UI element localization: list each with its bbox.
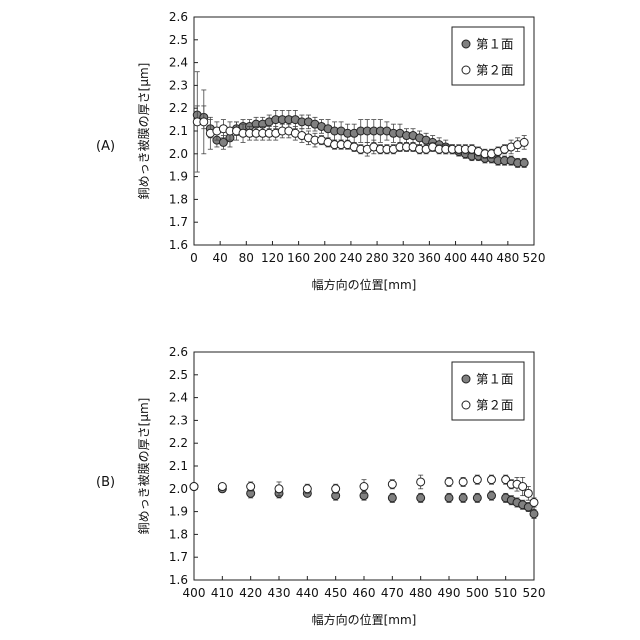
y-tick-label: 2.1 — [169, 459, 188, 473]
data-point — [360, 483, 368, 491]
series-2 — [190, 475, 538, 507]
y-tick-label: 1.9 — [169, 505, 188, 519]
data-point — [417, 478, 425, 486]
data-point — [190, 483, 198, 491]
data-point — [519, 483, 527, 491]
data-point — [275, 485, 283, 493]
panel-label: (A) — [96, 139, 115, 154]
data-point — [488, 492, 496, 500]
x-tick-label: 320 — [392, 251, 415, 265]
legend: 第１面第２面 — [452, 27, 524, 85]
data-point — [473, 476, 481, 484]
legend-marker — [462, 40, 470, 48]
x-tick-label: 360 — [418, 251, 441, 265]
x-tick-label: 470 — [381, 586, 404, 600]
legend-marker — [462, 66, 470, 74]
x-tick-label: 240 — [339, 251, 362, 265]
x-tick-label: 280 — [366, 251, 389, 265]
y-axis-title: 銅めっき被膜の厚さ[μm] — [137, 63, 151, 200]
data-point — [445, 494, 453, 502]
data-point — [530, 510, 538, 518]
legend-label: 第２面 — [476, 63, 514, 78]
data-point — [488, 476, 496, 484]
legend-marker — [462, 401, 470, 409]
x-tick-label: 480 — [409, 586, 432, 600]
y-tick-label: 2.3 — [169, 413, 188, 427]
x-tick-label: 0 — [190, 251, 198, 265]
legend-label: 第２面 — [476, 398, 514, 413]
data-point — [200, 118, 208, 126]
x-tick-label: 460 — [353, 586, 376, 600]
x-tick-label: 410 — [211, 586, 234, 600]
x-tick-label: 40 — [213, 251, 228, 265]
y-tick-label: 2.0 — [169, 147, 188, 161]
data-point — [459, 478, 467, 486]
y-tick-label: 1.6 — [169, 238, 188, 252]
legend: 第１面第２面 — [452, 362, 524, 420]
x-axis-title: 幅方向の位置[mm] — [312, 277, 417, 292]
panel-label: (B) — [96, 475, 115, 490]
y-tick-label: 2.5 — [169, 33, 188, 47]
y-tick-label: 1.8 — [169, 527, 188, 541]
legend-label: 第１面 — [476, 37, 514, 52]
y-tick-label: 1.8 — [169, 192, 188, 206]
y-tick-label: 2.3 — [169, 78, 188, 92]
x-tick-label: 440 — [296, 586, 319, 600]
y-tick-label: 2.5 — [169, 368, 188, 382]
x-tick-label: 80 — [239, 251, 254, 265]
y-tick-label: 2.4 — [169, 391, 188, 405]
x-tick-label: 400 — [444, 251, 467, 265]
legend-marker — [462, 375, 470, 383]
data-point — [530, 498, 538, 506]
chart-panel-1: 1.6 1.7 1.8 1.9 2.0 2.1 2.2 2.3 2.4 2.5 2.6 0 40 80 12… — [96, 10, 545, 292]
y-tick-label: 1.9 — [169, 170, 188, 184]
data-point — [445, 478, 453, 486]
x-tick-label: 400 — [183, 586, 206, 600]
y-tick-label: 1.7 — [169, 215, 188, 229]
data-point — [473, 494, 481, 502]
y-tick-label: 2.2 — [169, 101, 188, 115]
data-point — [332, 485, 340, 493]
x-tick-label: 200 — [313, 251, 336, 265]
legend-label: 第１面 — [476, 372, 514, 387]
data-point — [417, 494, 425, 502]
x-tick-label: 520 — [523, 586, 546, 600]
y-tick-label: 2.6 — [169, 345, 188, 359]
y-tick-label: 2.4 — [169, 56, 188, 70]
x-tick-label: 520 — [523, 251, 546, 265]
x-tick-label: 420 — [239, 586, 262, 600]
x-tick-label: 510 — [494, 586, 517, 600]
data-point — [247, 483, 255, 491]
data-point — [520, 138, 528, 146]
data-point — [388, 480, 396, 488]
x-axis-title: 幅方向の位置[mm] — [312, 612, 417, 627]
x-tick-label: 490 — [438, 586, 461, 600]
x-tick-label: 480 — [496, 251, 519, 265]
x-tick-label: 440 — [470, 251, 493, 265]
y-tick-label: 1.6 — [169, 573, 188, 587]
y-tick-label: 1.7 — [169, 550, 188, 564]
data-point — [524, 489, 532, 497]
data-point — [459, 494, 467, 502]
x-tick-label: 430 — [268, 586, 291, 600]
data-point — [388, 494, 396, 502]
data-point — [303, 485, 311, 493]
x-tick-label: 450 — [324, 586, 347, 600]
data-point — [218, 483, 226, 491]
x-tick-label: 120 — [261, 251, 284, 265]
y-axis-title: 銅めっき被膜の厚さ[μm] — [137, 398, 151, 535]
chart-panel-2: 1.6 1.7 1.8 1.9 2.0 2.1 2.2 2.3 2.4 2.5 2.6 400 410 4… — [96, 345, 545, 627]
data-point — [520, 159, 528, 167]
x-tick-label: 160 — [287, 251, 310, 265]
y-tick-label: 2.2 — [169, 436, 188, 450]
y-tick-label: 2.0 — [169, 482, 188, 496]
x-tick-label: 500 — [466, 586, 489, 600]
y-tick-label: 2.6 — [169, 10, 188, 24]
y-tick-label: 2.1 — [169, 124, 188, 138]
